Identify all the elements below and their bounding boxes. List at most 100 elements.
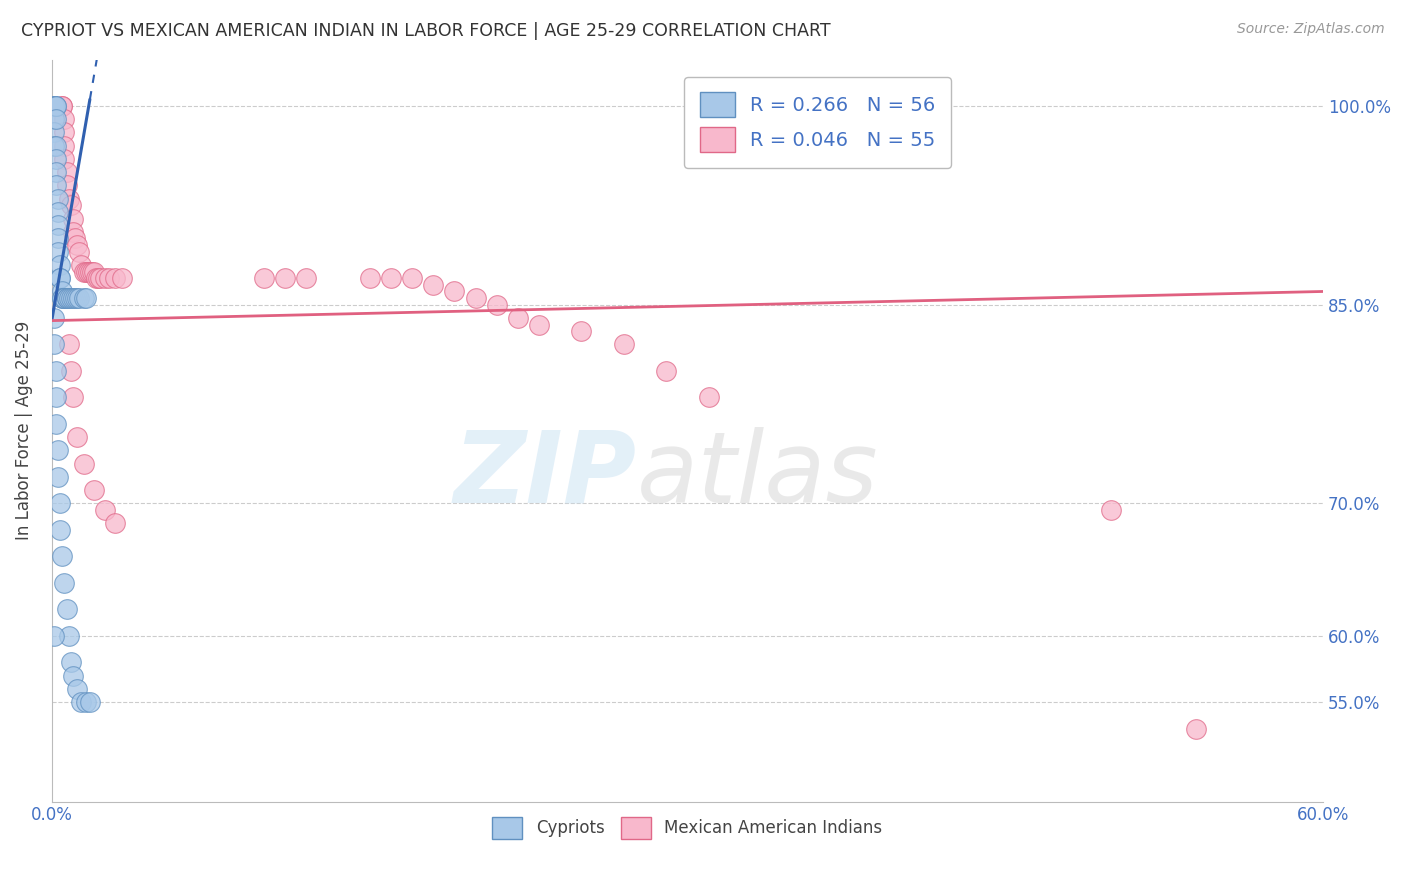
Text: ZIP: ZIP	[454, 426, 637, 524]
Point	[55, 291, 77, 305]
Point	[79, 695, 101, 709]
Point	[72, 264, 94, 278]
Point	[67, 244, 90, 259]
Point	[51, 99, 73, 113]
Point	[84, 271, 107, 285]
Point	[66, 238, 89, 252]
Point	[59, 364, 82, 378]
Point	[422, 277, 444, 292]
Point	[697, 391, 720, 405]
Point	[93, 271, 115, 285]
Point	[66, 430, 89, 444]
Point	[70, 695, 93, 709]
Point	[49, 523, 72, 537]
Point	[506, 310, 529, 325]
Point	[45, 138, 67, 153]
Point	[62, 211, 84, 226]
Point	[49, 271, 72, 285]
Point	[62, 669, 84, 683]
Text: Source: ZipAtlas.com: Source: ZipAtlas.com	[1237, 22, 1385, 37]
Point	[42, 138, 65, 153]
Point	[45, 364, 67, 378]
Point	[76, 264, 98, 278]
Point	[89, 271, 111, 285]
Point	[83, 264, 105, 278]
Point	[53, 112, 76, 127]
Point	[53, 291, 76, 305]
Point	[63, 291, 86, 305]
Point	[46, 244, 69, 259]
Point	[51, 99, 73, 113]
Point	[53, 138, 76, 153]
Point	[359, 271, 381, 285]
Point	[79, 264, 101, 278]
Legend: Cypriots, Mexican American Indians: Cypriots, Mexican American Indians	[485, 811, 889, 846]
Point	[571, 324, 593, 338]
Point	[59, 291, 82, 305]
Point	[45, 152, 67, 166]
Point	[97, 271, 120, 285]
Point	[49, 496, 72, 510]
Point	[55, 178, 77, 193]
Point	[42, 99, 65, 113]
Point	[45, 165, 67, 179]
Point	[655, 364, 678, 378]
Point	[42, 337, 65, 351]
Point	[42, 629, 65, 643]
Point	[55, 291, 77, 305]
Text: atlas: atlas	[637, 426, 879, 524]
Point	[253, 271, 276, 285]
Point	[63, 231, 86, 245]
Point	[51, 285, 73, 299]
Point	[51, 291, 73, 305]
Point	[83, 483, 105, 498]
Point	[613, 337, 636, 351]
Point	[75, 291, 97, 305]
Point	[75, 264, 97, 278]
Point	[75, 695, 97, 709]
Point	[45, 112, 67, 127]
Point	[72, 291, 94, 305]
Point	[51, 549, 73, 564]
Point	[93, 503, 115, 517]
Point	[53, 576, 76, 591]
Point	[380, 271, 402, 285]
Point	[59, 198, 82, 212]
Point	[87, 271, 110, 285]
Point	[67, 291, 90, 305]
Point	[1099, 503, 1122, 517]
Point	[46, 192, 69, 206]
Point	[45, 178, 67, 193]
Point	[104, 516, 127, 531]
Point	[45, 99, 67, 113]
Point	[46, 470, 69, 484]
Point	[49, 258, 72, 272]
Y-axis label: In Labor Force | Age 25-29: In Labor Force | Age 25-29	[15, 321, 32, 541]
Point	[58, 337, 80, 351]
Point	[66, 681, 89, 696]
Point	[527, 318, 550, 332]
Text: CYPRIOT VS MEXICAN AMERICAN INDIAN IN LABOR FORCE | AGE 25-29 CORRELATION CHART: CYPRIOT VS MEXICAN AMERICAN INDIAN IN LA…	[21, 22, 831, 40]
Point	[53, 291, 76, 305]
Point	[49, 271, 72, 285]
Point	[274, 271, 297, 285]
Point	[464, 291, 486, 305]
Point	[72, 457, 94, 471]
Point	[58, 192, 80, 206]
Point	[46, 218, 69, 232]
Point	[58, 291, 80, 305]
Point	[80, 264, 103, 278]
Point	[295, 271, 318, 285]
Point	[58, 629, 80, 643]
Point	[45, 391, 67, 405]
Point	[42, 112, 65, 127]
Point	[59, 656, 82, 670]
Point	[53, 126, 76, 140]
Point	[66, 291, 89, 305]
Point	[53, 152, 76, 166]
Point	[62, 291, 84, 305]
Point	[1185, 722, 1208, 736]
Point	[42, 126, 65, 140]
Point	[42, 99, 65, 113]
Point	[45, 417, 67, 431]
